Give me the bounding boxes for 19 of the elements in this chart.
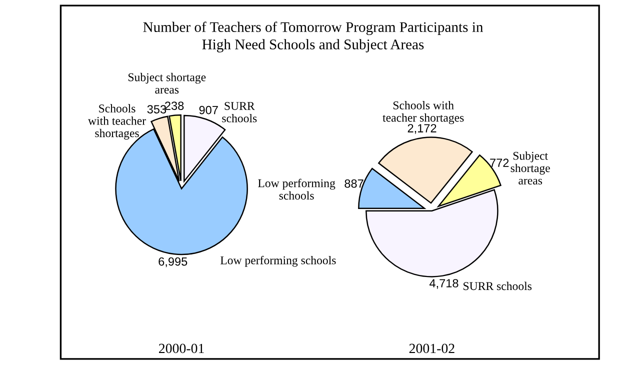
slice-label: Schools with teacher shortages: [382, 101, 464, 124]
text: 2001-02: [409, 344, 454, 354]
slice-label: Subject shortage areas: [128, 72, 206, 94]
slice-label: SURR schools: [464, 282, 532, 290]
data-label: 887: [344, 179, 364, 188]
slice-label: Schools with teacher shortages: [88, 104, 146, 140]
data-label: 353: [147, 105, 166, 114]
slice-label: Low performing schools: [258, 178, 336, 200]
slice-label: Low performing schools: [220, 256, 336, 267]
data-label: 238: [165, 102, 184, 110]
data-label: 2,172: [408, 124, 436, 134]
text: 2000-01: [159, 344, 204, 354]
data-label: 907: [199, 106, 218, 114]
slice-label: Subject shortage areas: [510, 151, 550, 185]
slice-label: SURR schools: [222, 102, 257, 122]
data-label: 6,995: [158, 257, 188, 268]
data-label: 772: [490, 158, 509, 167]
data-label: 4,718: [430, 279, 458, 289]
chart-title: Number of Teachers of Tomorrow Program Participants in High Need Schools and Subject Areas: [143, 22, 484, 52]
